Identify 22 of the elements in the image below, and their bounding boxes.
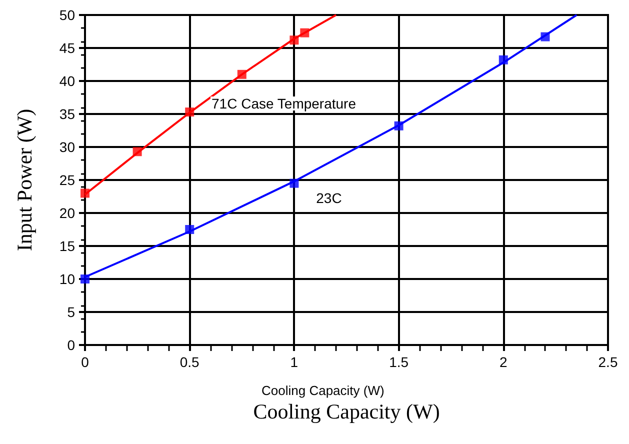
annotation: 71C Case Temperature	[212, 95, 356, 112]
text: Cooling Capacity (W)	[262, 383, 384, 398]
y-tick-label: 15	[59, 238, 76, 254]
y-tick-label: 20	[59, 205, 76, 221]
y-tick-label: 5	[67, 304, 76, 320]
y-axis-title: Input Power (W)	[12, 108, 36, 252]
annotation: 23C	[316, 190, 342, 206]
x-tick-label: 0	[81, 354, 90, 370]
y-tick-label: 30	[59, 139, 76, 155]
y-tick-label: 45	[59, 40, 76, 56]
y-tick-label: 10	[59, 271, 76, 287]
x-axis-title: Cooling Capacity (W)	[253, 400, 440, 424]
x-tick-label: 0.5	[180, 354, 200, 370]
y-tick-label: 25	[59, 172, 76, 188]
y-tick-label: 0	[67, 337, 76, 353]
x-tick-label: 2.5	[598, 354, 618, 370]
x-tick-label: 1.5	[389, 354, 409, 370]
x-tick-label: 2	[500, 354, 508, 370]
y-tick-label: 35	[59, 106, 76, 122]
x-tick-label: 1	[290, 354, 298, 370]
y-tick-label: 50	[59, 7, 76, 23]
y-tick-label: 40	[59, 73, 76, 89]
